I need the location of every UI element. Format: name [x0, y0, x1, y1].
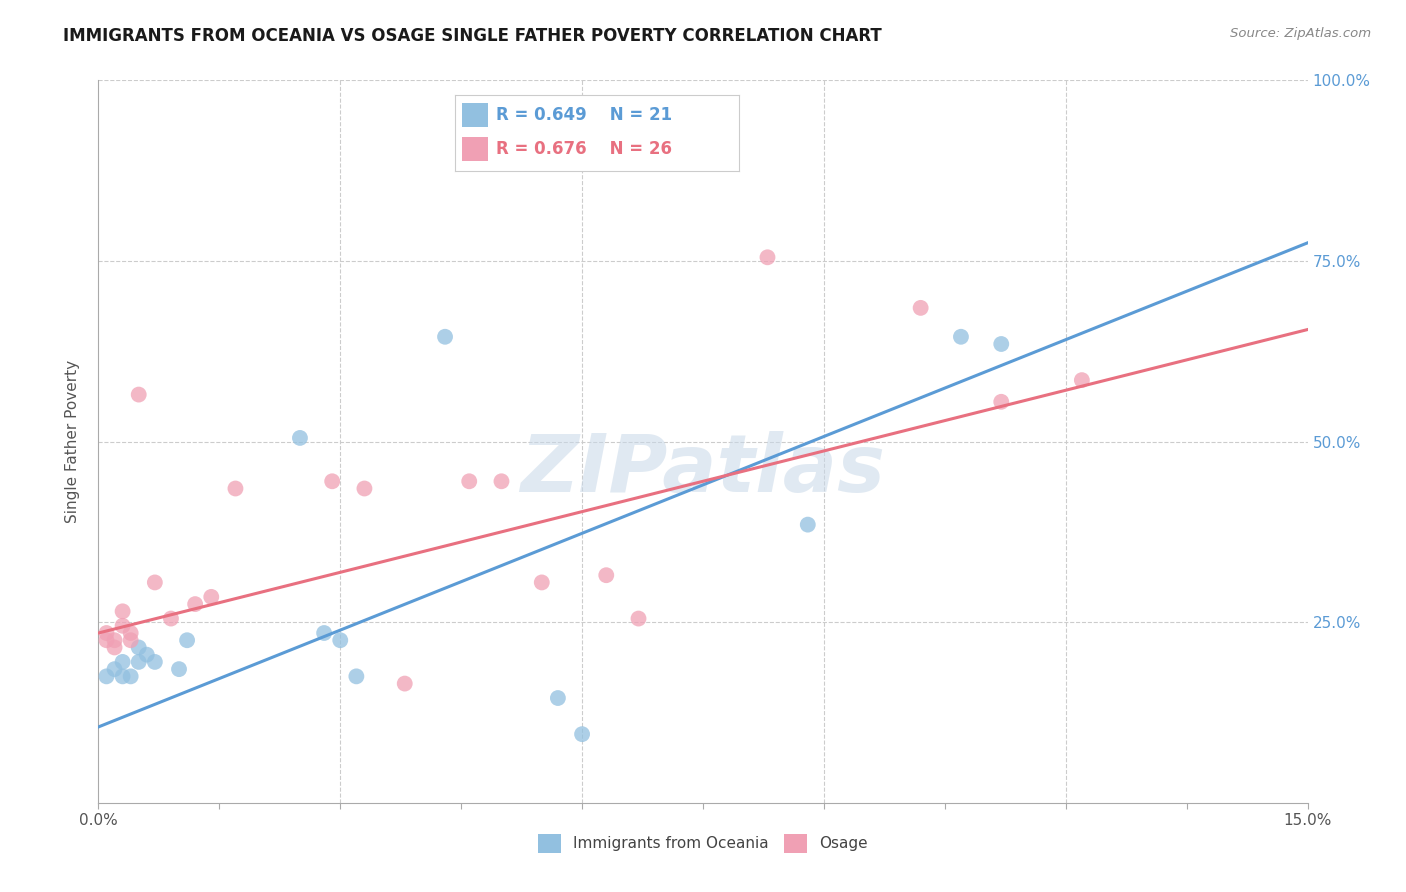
Point: [571, 727, 593, 741]
Point: [128, 640, 150, 655]
Point: [96, 626, 118, 640]
Point: [128, 655, 150, 669]
Point: [949, 330, 972, 344]
Point: [135, 648, 157, 662]
Point: [329, 633, 352, 648]
Point: [184, 597, 207, 611]
Y-axis label: Single Father Poverty: Single Father Poverty: [65, 360, 80, 523]
Point: [321, 475, 343, 489]
Point: [491, 475, 513, 489]
Point: [176, 633, 198, 648]
Point: [288, 431, 311, 445]
Point: [111, 619, 134, 633]
Point: [314, 626, 336, 640]
Point: [128, 387, 150, 401]
Point: [103, 662, 125, 676]
Point: [160, 611, 183, 625]
Legend: Immigrants from Oceania, Osage: Immigrants from Oceania, Osage: [530, 826, 876, 860]
Point: [103, 633, 125, 648]
Point: [990, 337, 1012, 351]
Point: [394, 676, 416, 690]
Point: [143, 575, 166, 590]
Point: [224, 482, 246, 496]
Point: [797, 517, 820, 532]
Point: [530, 575, 553, 590]
Point: [96, 633, 118, 648]
Point: [756, 250, 779, 264]
Point: [111, 669, 134, 683]
Point: [434, 330, 457, 344]
Point: [120, 633, 142, 648]
Point: [353, 482, 375, 496]
Point: [120, 626, 142, 640]
Point: [200, 590, 222, 604]
Point: [103, 640, 125, 655]
Point: [167, 662, 190, 676]
Text: IMMIGRANTS FROM OCEANIA VS OSAGE SINGLE FATHER POVERTY CORRELATION CHART: IMMIGRANTS FROM OCEANIA VS OSAGE SINGLE …: [63, 27, 882, 45]
Text: Source: ZipAtlas.com: Source: ZipAtlas.com: [1230, 27, 1371, 40]
Point: [111, 655, 134, 669]
Point: [143, 655, 166, 669]
Point: [1070, 373, 1092, 387]
Point: [910, 301, 932, 315]
Point: [344, 669, 367, 683]
Point: [111, 604, 134, 618]
Text: ZIPatlas: ZIPatlas: [520, 432, 886, 509]
Point: [990, 394, 1012, 409]
Point: [458, 475, 481, 489]
Point: [547, 691, 569, 706]
Point: [627, 611, 650, 625]
Point: [96, 669, 118, 683]
Point: [120, 669, 142, 683]
Point: [595, 568, 617, 582]
